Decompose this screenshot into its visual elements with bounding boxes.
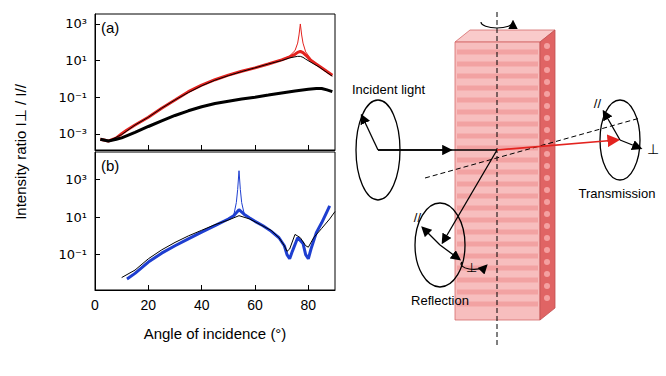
svg-text:(b): (b)	[101, 157, 119, 174]
svg-text:10⁻¹: 10⁻¹	[58, 247, 87, 262]
svg-text:⊥: ⊥	[647, 141, 659, 157]
svg-text:0: 0	[91, 297, 99, 313]
svg-text://: //	[594, 96, 602, 111]
svg-text:10³: 10³	[65, 16, 87, 31]
svg-text:10³: 10³	[65, 172, 87, 187]
svg-text:10⁻¹: 10⁻¹	[58, 90, 87, 105]
svg-text:Incident light: Incident light	[352, 82, 425, 97]
svg-text:Reflection: Reflection	[411, 293, 469, 308]
svg-text:60: 60	[247, 297, 263, 313]
svg-text://: //	[414, 210, 422, 225]
svg-text:20: 20	[141, 297, 157, 313]
svg-text:Transmission: Transmission	[579, 186, 656, 201]
svg-text:Angle of incidence (°): Angle of incidence (°)	[144, 325, 287, 342]
svg-text:⊥: ⊥	[466, 260, 477, 275]
svg-text:40: 40	[194, 297, 210, 313]
svg-text:10⁻³: 10⁻³	[58, 126, 87, 141]
svg-text:Intensity ratio I⊥ / I//: Intensity ratio I⊥ / I//	[12, 83, 29, 219]
svg-text:10¹: 10¹	[65, 53, 87, 68]
svg-text:(a): (a)	[101, 19, 119, 36]
svg-text:80: 80	[301, 297, 317, 313]
svg-text:10¹: 10¹	[65, 210, 87, 225]
